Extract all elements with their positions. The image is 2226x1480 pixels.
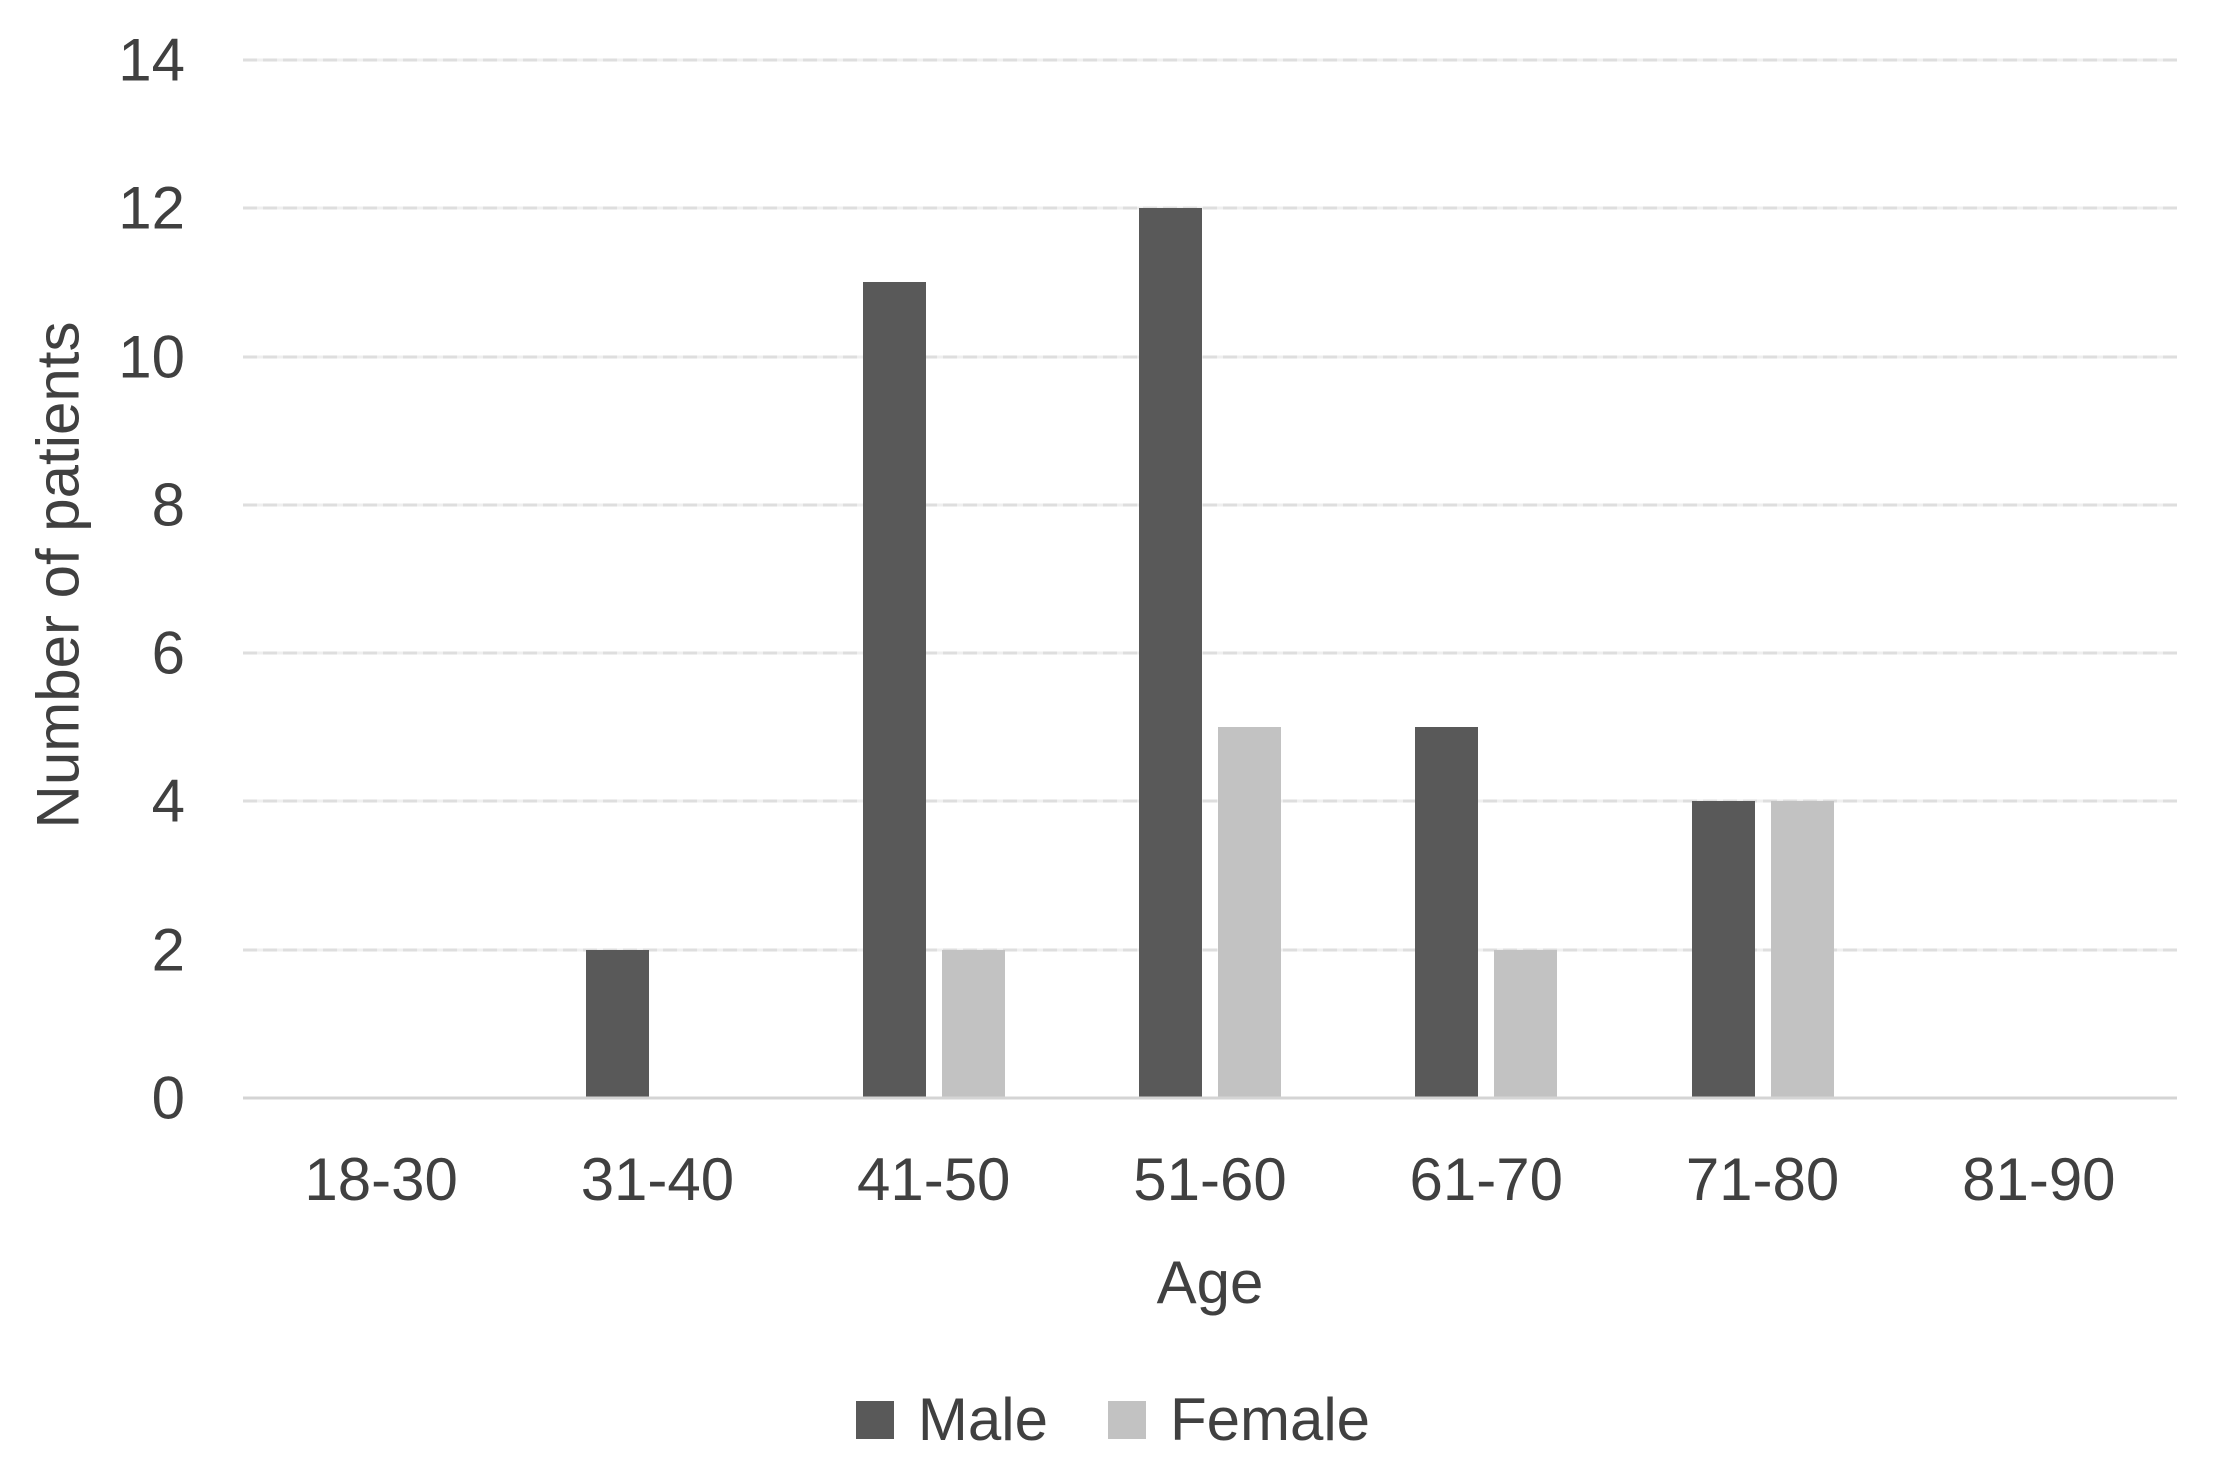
x-tick-label: 18-30 — [304, 1146, 458, 1213]
y-tick-label: 2 — [151, 916, 185, 984]
bar-male-31-40 — [586, 949, 650, 1098]
x-axis-title: Age — [1156, 1249, 1264, 1316]
gridline — [243, 58, 2177, 62]
category-group — [1348, 60, 1624, 1098]
x-tick-label: 61-70 — [1409, 1146, 1563, 1213]
category-group — [1624, 60, 1900, 1098]
x-tick-label: 71-80 — [1685, 1146, 1840, 1213]
y-axis-tick-labels: 0 2 4 6 8 10 12 14 — [0, 27, 185, 1132]
legend-item-female: Female — [1107, 1385, 1371, 1454]
category-group — [1072, 60, 1348, 1098]
category-group — [519, 60, 795, 1098]
gridline — [243, 355, 2177, 359]
bars-layer — [243, 60, 2177, 1098]
gridline — [243, 799, 2177, 803]
x-tick-label: 41-50 — [856, 1146, 1011, 1213]
gridline — [243, 206, 2177, 210]
x-tick-label: 81-90 — [1962, 1146, 2116, 1213]
y-tick-label: 4 — [151, 767, 185, 835]
legend: Male Female — [0, 1385, 2226, 1454]
x-tick-label: 51-60 — [1133, 1146, 1287, 1213]
bar-male-71-80 — [1691, 801, 1755, 1098]
bar-female-71-80 — [1770, 801, 1834, 1098]
legend-label: Male — [917, 1386, 1048, 1453]
x-axis-tick-labels: 18-30 31-40 41-50 51-60 61-70 71-80 81-90 — [243, 1145, 2177, 1214]
bar-female-41-50 — [941, 949, 1005, 1098]
gridline — [243, 948, 2177, 952]
plot-area — [243, 58, 2177, 1100]
y-tick-label: 6 — [151, 619, 185, 687]
x-tick-label: 31-40 — [580, 1146, 735, 1213]
bar-female-61-70 — [1494, 949, 1558, 1098]
legend-swatch-icon — [855, 1400, 894, 1439]
category-group — [243, 60, 519, 1098]
legend-swatch-icon — [1107, 1400, 1146, 1439]
y-tick-label: 8 — [151, 471, 185, 539]
y-tick-label: 12 — [118, 174, 185, 242]
legend-item-male: Male — [855, 1385, 1048, 1454]
bar-female-51-60 — [1217, 727, 1281, 1098]
bar-male-51-60 — [1138, 208, 1202, 1098]
legend-label: Female — [1169, 1386, 1371, 1453]
bar-male-61-70 — [1415, 727, 1479, 1098]
category-group — [1901, 60, 2177, 1098]
gridline — [243, 651, 2177, 655]
x-axis-line — [243, 1096, 2177, 1100]
y-tick-label: 0 — [151, 1064, 185, 1132]
y-tick-label: 14 — [118, 26, 185, 94]
gridline — [243, 503, 2177, 507]
bar-male-41-50 — [862, 282, 926, 1098]
y-tick-label: 10 — [118, 323, 185, 391]
category-group — [796, 60, 1072, 1098]
